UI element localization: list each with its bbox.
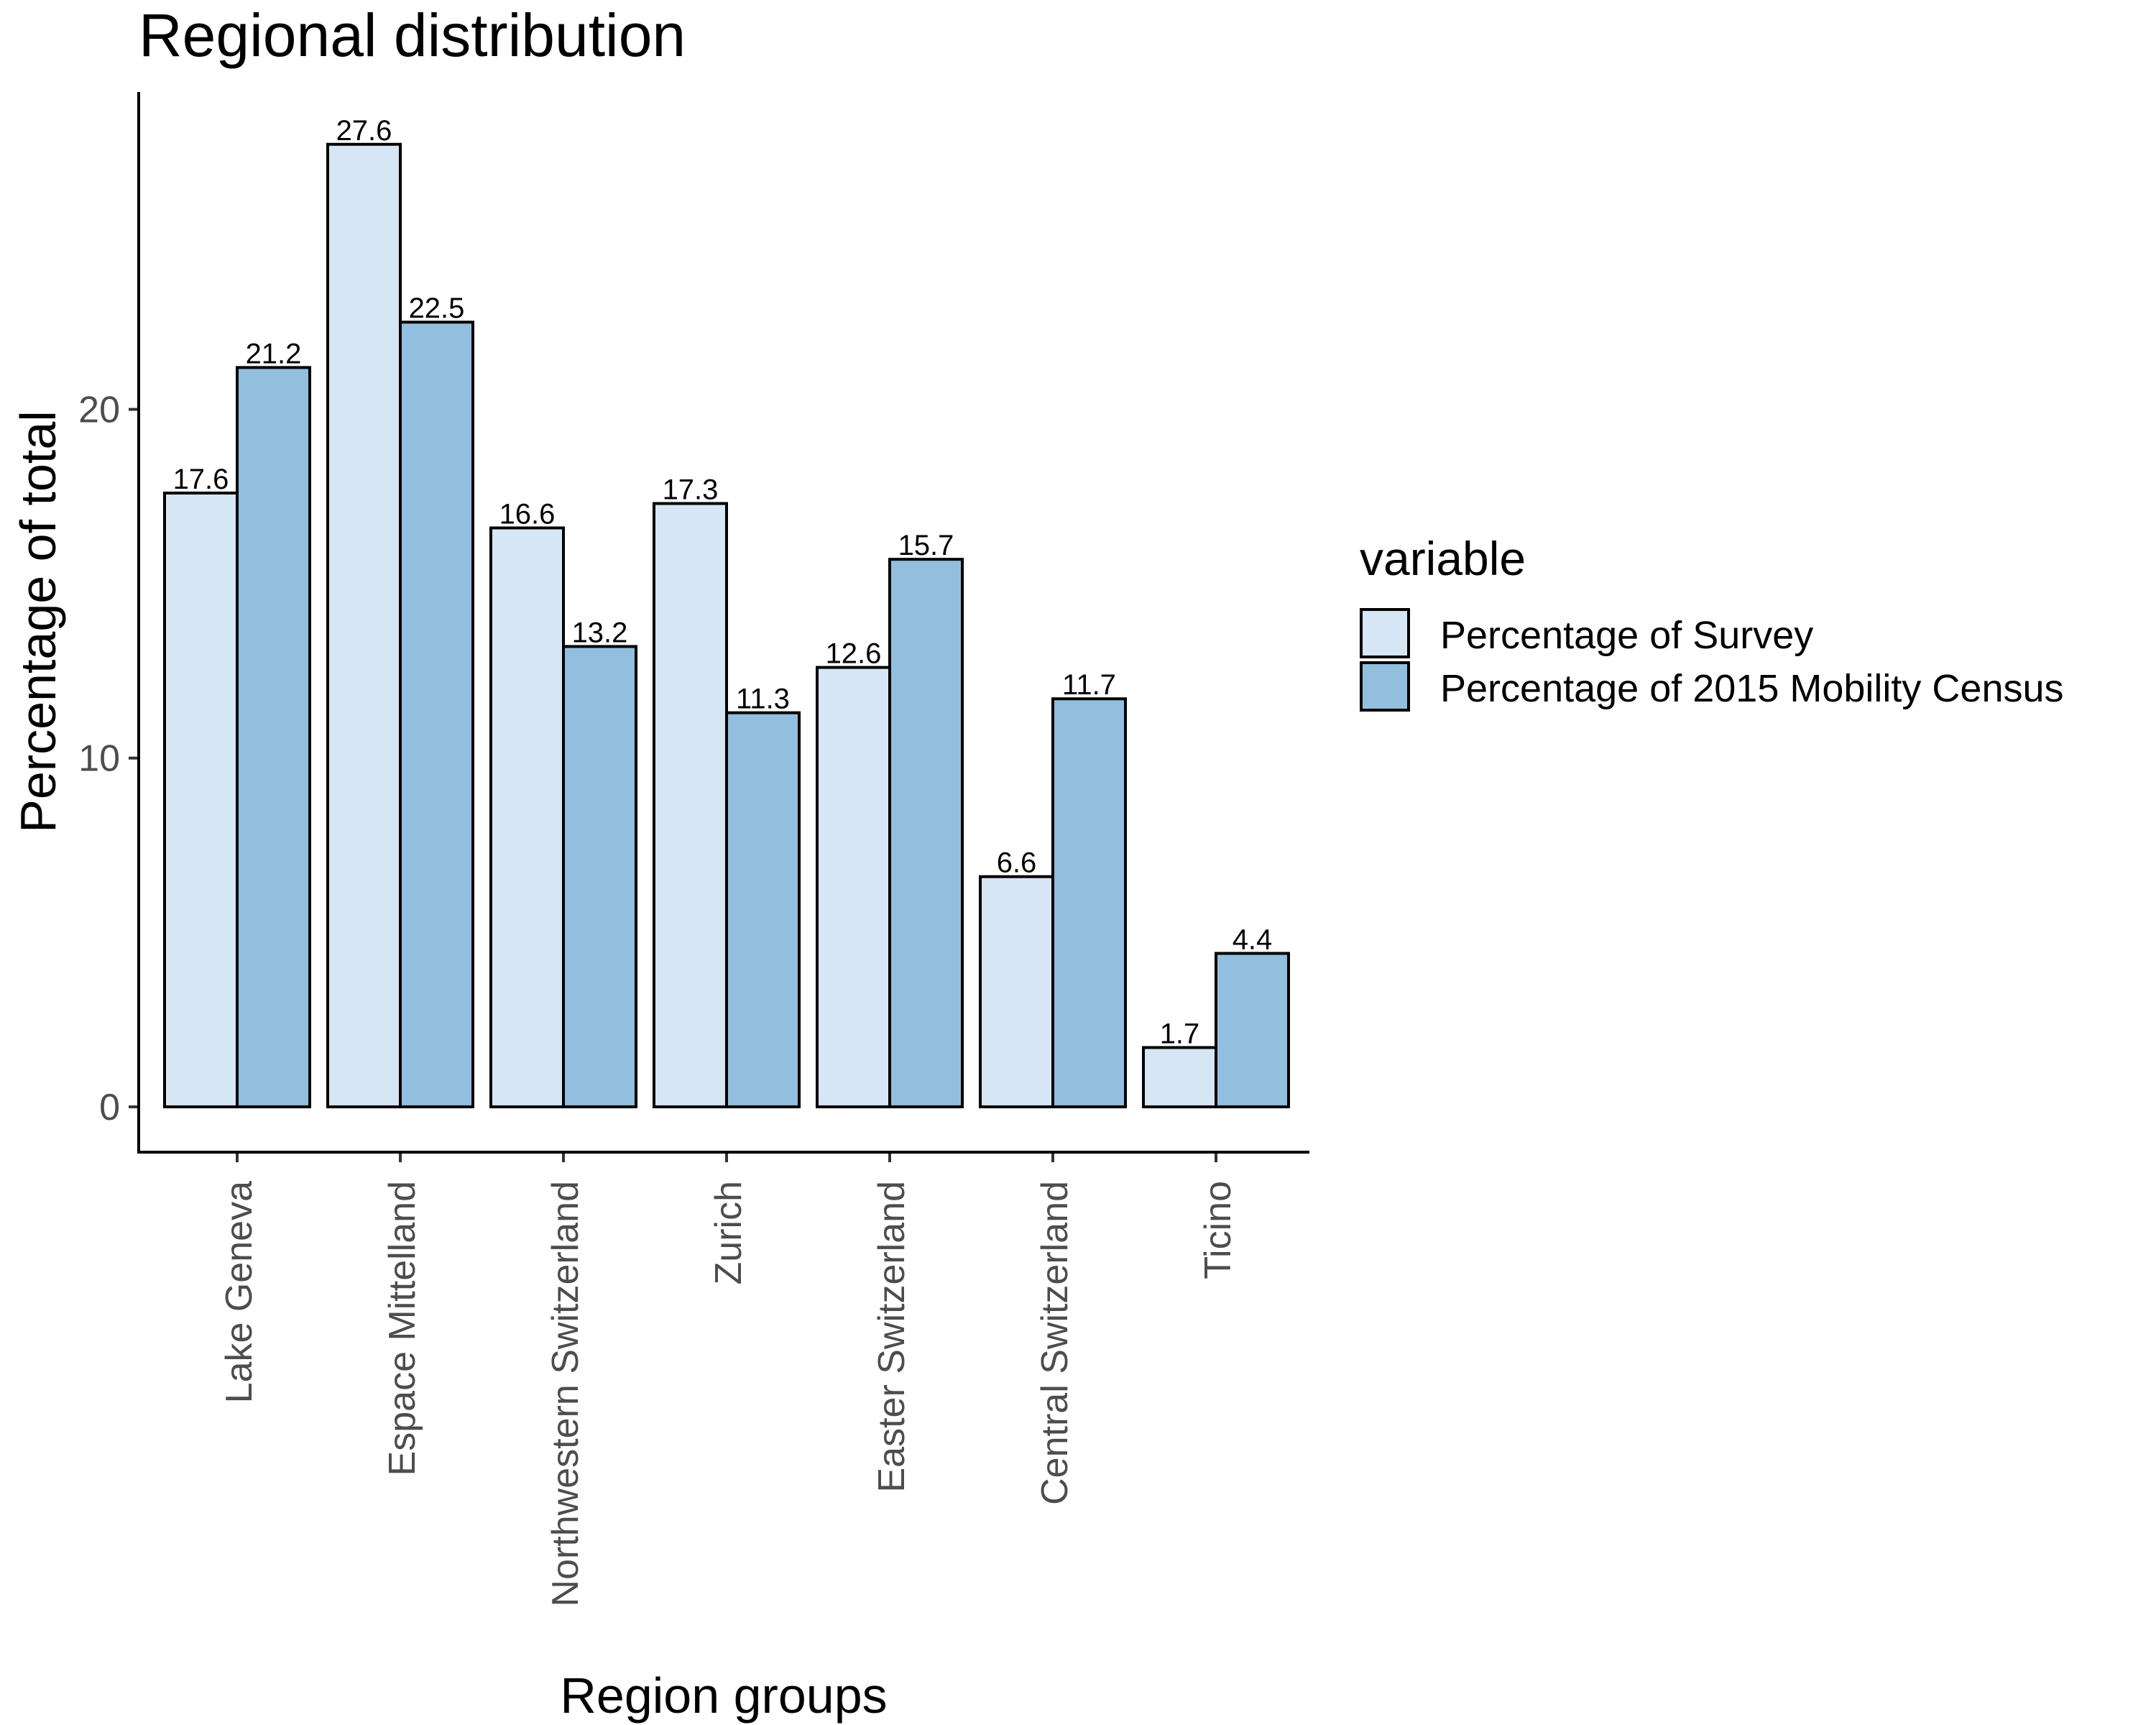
y-axis-ticks: 0 10 20 [78,390,139,1128]
bar-zurich-census [725,711,801,1108]
legend-key-survey [1360,608,1410,658]
y-tick-label-0: 0 [99,1087,120,1128]
bars [163,142,1290,1108]
x-tick-label-ticino: Ticino [1197,1181,1239,1279]
bar-labels: 17.6 21.2 27.6 22.5 16.6 13.2 17.3 11.3 12.6 15.7… [173,115,1273,1050]
chart-title: Regional distribution [139,1,686,69]
bar-easter-switzerland-survey [816,666,891,1108]
data-label-easter-switzerland-survey: 12.6 [826,638,882,670]
data-label-central-switzerland-survey: 6.6 [997,847,1037,879]
x-tick-label-espace-mittelland: Espace Mittelland [382,1181,423,1476]
bar-lake-geneva-census [236,366,311,1108]
data-label-espace-mittelland-census: 22.5 [409,293,465,324]
data-label-lake-geneva-survey: 17.6 [173,464,229,495]
y-tick-label-10: 10 [78,738,120,780]
x-tick-label-northwestern-switzerland: Northwestern Switzerland [545,1181,586,1606]
data-label-northwestern-switzerland-census: 13.2 [572,617,628,648]
bar-northwestern-switzerland-census [562,645,637,1108]
data-label-zurich-survey: 17.3 [663,474,719,506]
x-axis-label: Region groups [560,1668,887,1724]
legend-label-survey: Percentage of Survey [1440,614,1813,657]
data-label-central-switzerland-census: 11.7 [1062,669,1116,701]
bar-central-switzerland-census [1051,697,1127,1108]
y-axis-label: Percentage of total [10,410,66,833]
data-label-ticino-census: 4.4 [1233,924,1273,955]
y-tick-label-20: 20 [78,390,120,431]
x-tick-label-easter-switzerland: Easter Switzerland [871,1181,913,1493]
data-label-zurich-census: 11.3 [736,684,790,715]
x-tick-label-central-switzerland: Central Switzerland [1034,1181,1076,1505]
x-axis-ticks: Lake Geneva Espace Mittelland Northwestern… [218,1152,1239,1606]
x-tick-label-zurich: Zurich [708,1181,750,1284]
legend-label-census: Percentage of 2015 Mobility Census [1440,667,2064,710]
bar-lake-geneva-survey [163,491,239,1108]
bar-espace-mittelland-survey [326,142,402,1108]
data-label-espace-mittelland-survey: 27.6 [336,115,392,147]
data-label-easter-switzerland-census: 15.7 [898,530,954,561]
x-tick-label-lake-geneva: Lake Geneva [218,1181,260,1403]
bar-ticino-census [1215,952,1290,1108]
bar-espace-mittelland-census [399,321,474,1108]
bar-easter-switzerland-census [888,558,964,1108]
data-label-ticino-survey: 1.7 [1160,1018,1200,1049]
data-label-lake-geneva-census: 21.2 [246,338,302,369]
data-label-northwestern-switzerland-survey: 16.6 [499,498,556,530]
legend-title: variable [1360,532,1526,585]
bar-central-switzerland-survey [979,875,1054,1108]
bar-ticino-survey [1142,1046,1217,1108]
bar-zurich-survey [653,502,728,1108]
legend-key-census [1360,661,1410,712]
bar-northwestern-switzerland-survey [489,526,565,1108]
legend: variable Percentage of Survey Percentage… [1360,532,2064,712]
